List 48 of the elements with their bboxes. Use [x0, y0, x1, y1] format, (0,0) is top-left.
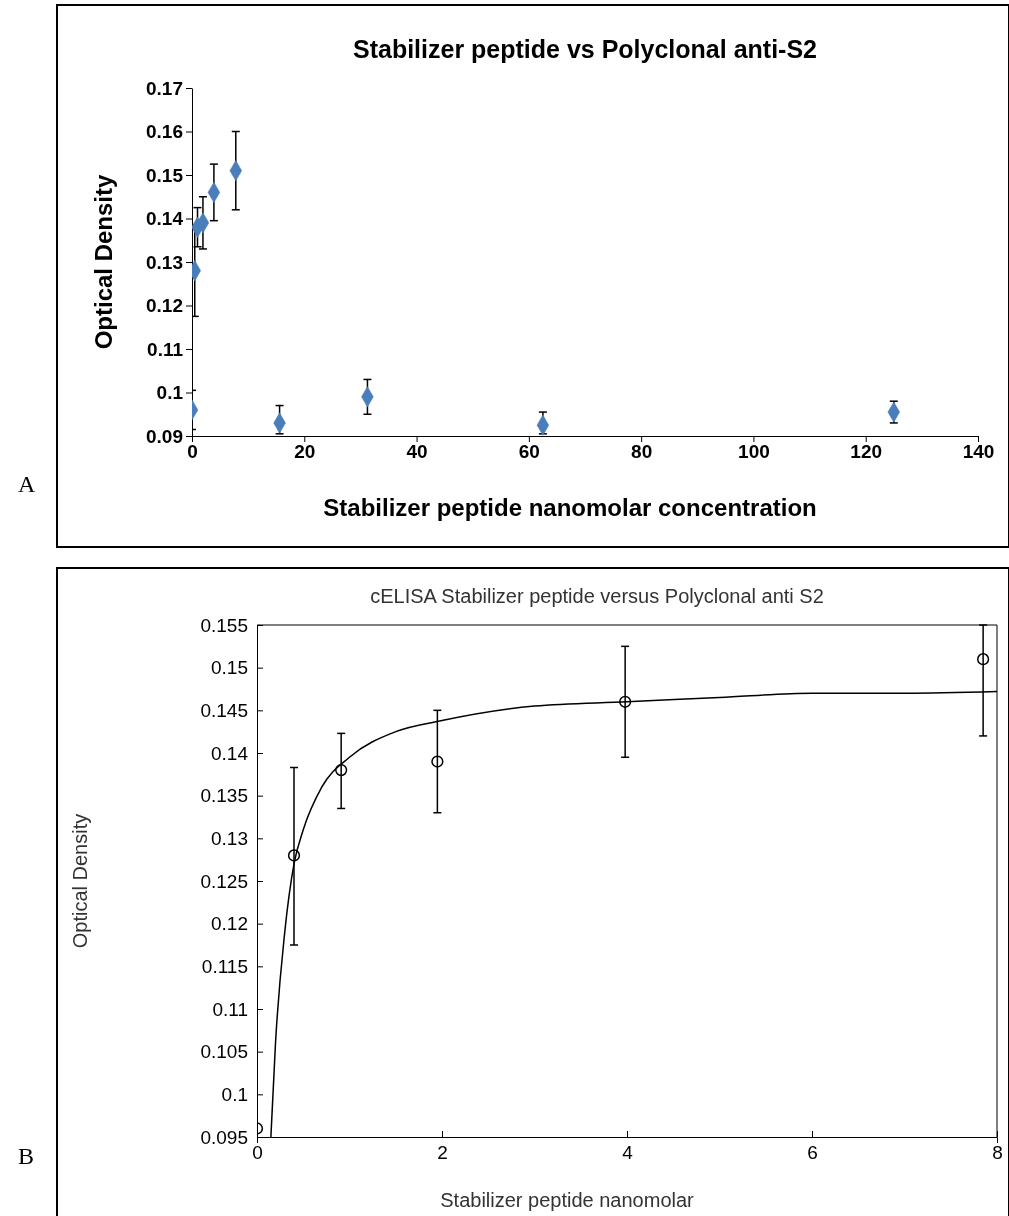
y-tick-label: 0.09: [146, 425, 183, 447]
x-tick-label: 100: [738, 441, 770, 463]
chart-title: Stabilizer peptide vs Polyclonal anti-S2: [352, 35, 818, 63]
point: [977, 653, 990, 666]
x-axis-title: Stabilizer peptide nanomolar concentration: [323, 494, 817, 521]
chart-title: cELISA Stabilizer peptide versus Polyclonal anti S2: [370, 585, 824, 607]
y-tick-label: 0.155: [200, 614, 248, 636]
x-tick-label: 6: [807, 1142, 818, 1164]
y-tick-label: 0.095: [200, 1126, 248, 1148]
point: [335, 763, 348, 777]
y-tick-label: 0.12: [211, 913, 248, 935]
y-tick-label: 0.145: [200, 699, 248, 721]
y-tick-label: 0.12: [146, 295, 183, 317]
x-tick-label: 20: [294, 441, 316, 463]
y-tick-label: 0.15: [146, 164, 184, 186]
y-tick-label: 0.135: [200, 785, 248, 807]
text: B: [18, 1143, 35, 1169]
x-tick-label: 4: [622, 1142, 634, 1164]
x-tick-label: 0: [252, 1142, 263, 1164]
x-tick-label: 8: [992, 1142, 1003, 1164]
y-axis-title: Optical Density: [69, 813, 91, 949]
y-tick-label: 0.16: [146, 121, 183, 143]
x-tick-label: 140: [962, 441, 995, 463]
point: [619, 695, 632, 708]
point: [287, 849, 301, 862]
y-tick-label: 0.125: [200, 870, 248, 892]
x-tick-label: 40: [406, 441, 428, 463]
x-tick-label: 0: [187, 441, 198, 463]
x-tick-label: 2: [437, 1142, 448, 1164]
y-tick-label: 0.14: [211, 742, 249, 764]
y-tick-label: 0.1: [156, 382, 184, 404]
point: [431, 755, 444, 768]
text: A: [18, 471, 36, 497]
y-tick-label: 0.15: [211, 657, 248, 679]
x-tick-label: 120: [850, 441, 883, 463]
x-axis-title: Stabilizer peptide nanomolar: [440, 1189, 695, 1211]
y-tick-label: 0.13: [146, 251, 183, 273]
y-tick-label: 0.11: [212, 998, 248, 1020]
y-tick-label: 0.14: [146, 208, 184, 230]
y-tick-label: 0.13: [211, 827, 248, 849]
y-axis-title: Optical Density: [90, 173, 117, 350]
y-tick-label: 0.11: [147, 338, 184, 360]
y-tick-label: 0.115: [201, 955, 248, 977]
y-tick-label: 0.105: [200, 1041, 248, 1063]
y-tick-label: 0.17: [146, 77, 183, 99]
x-tick-label: 60: [518, 441, 540, 463]
y-tick-label: 0.1: [221, 1083, 248, 1105]
x-tick-label: 80: [631, 441, 653, 463]
